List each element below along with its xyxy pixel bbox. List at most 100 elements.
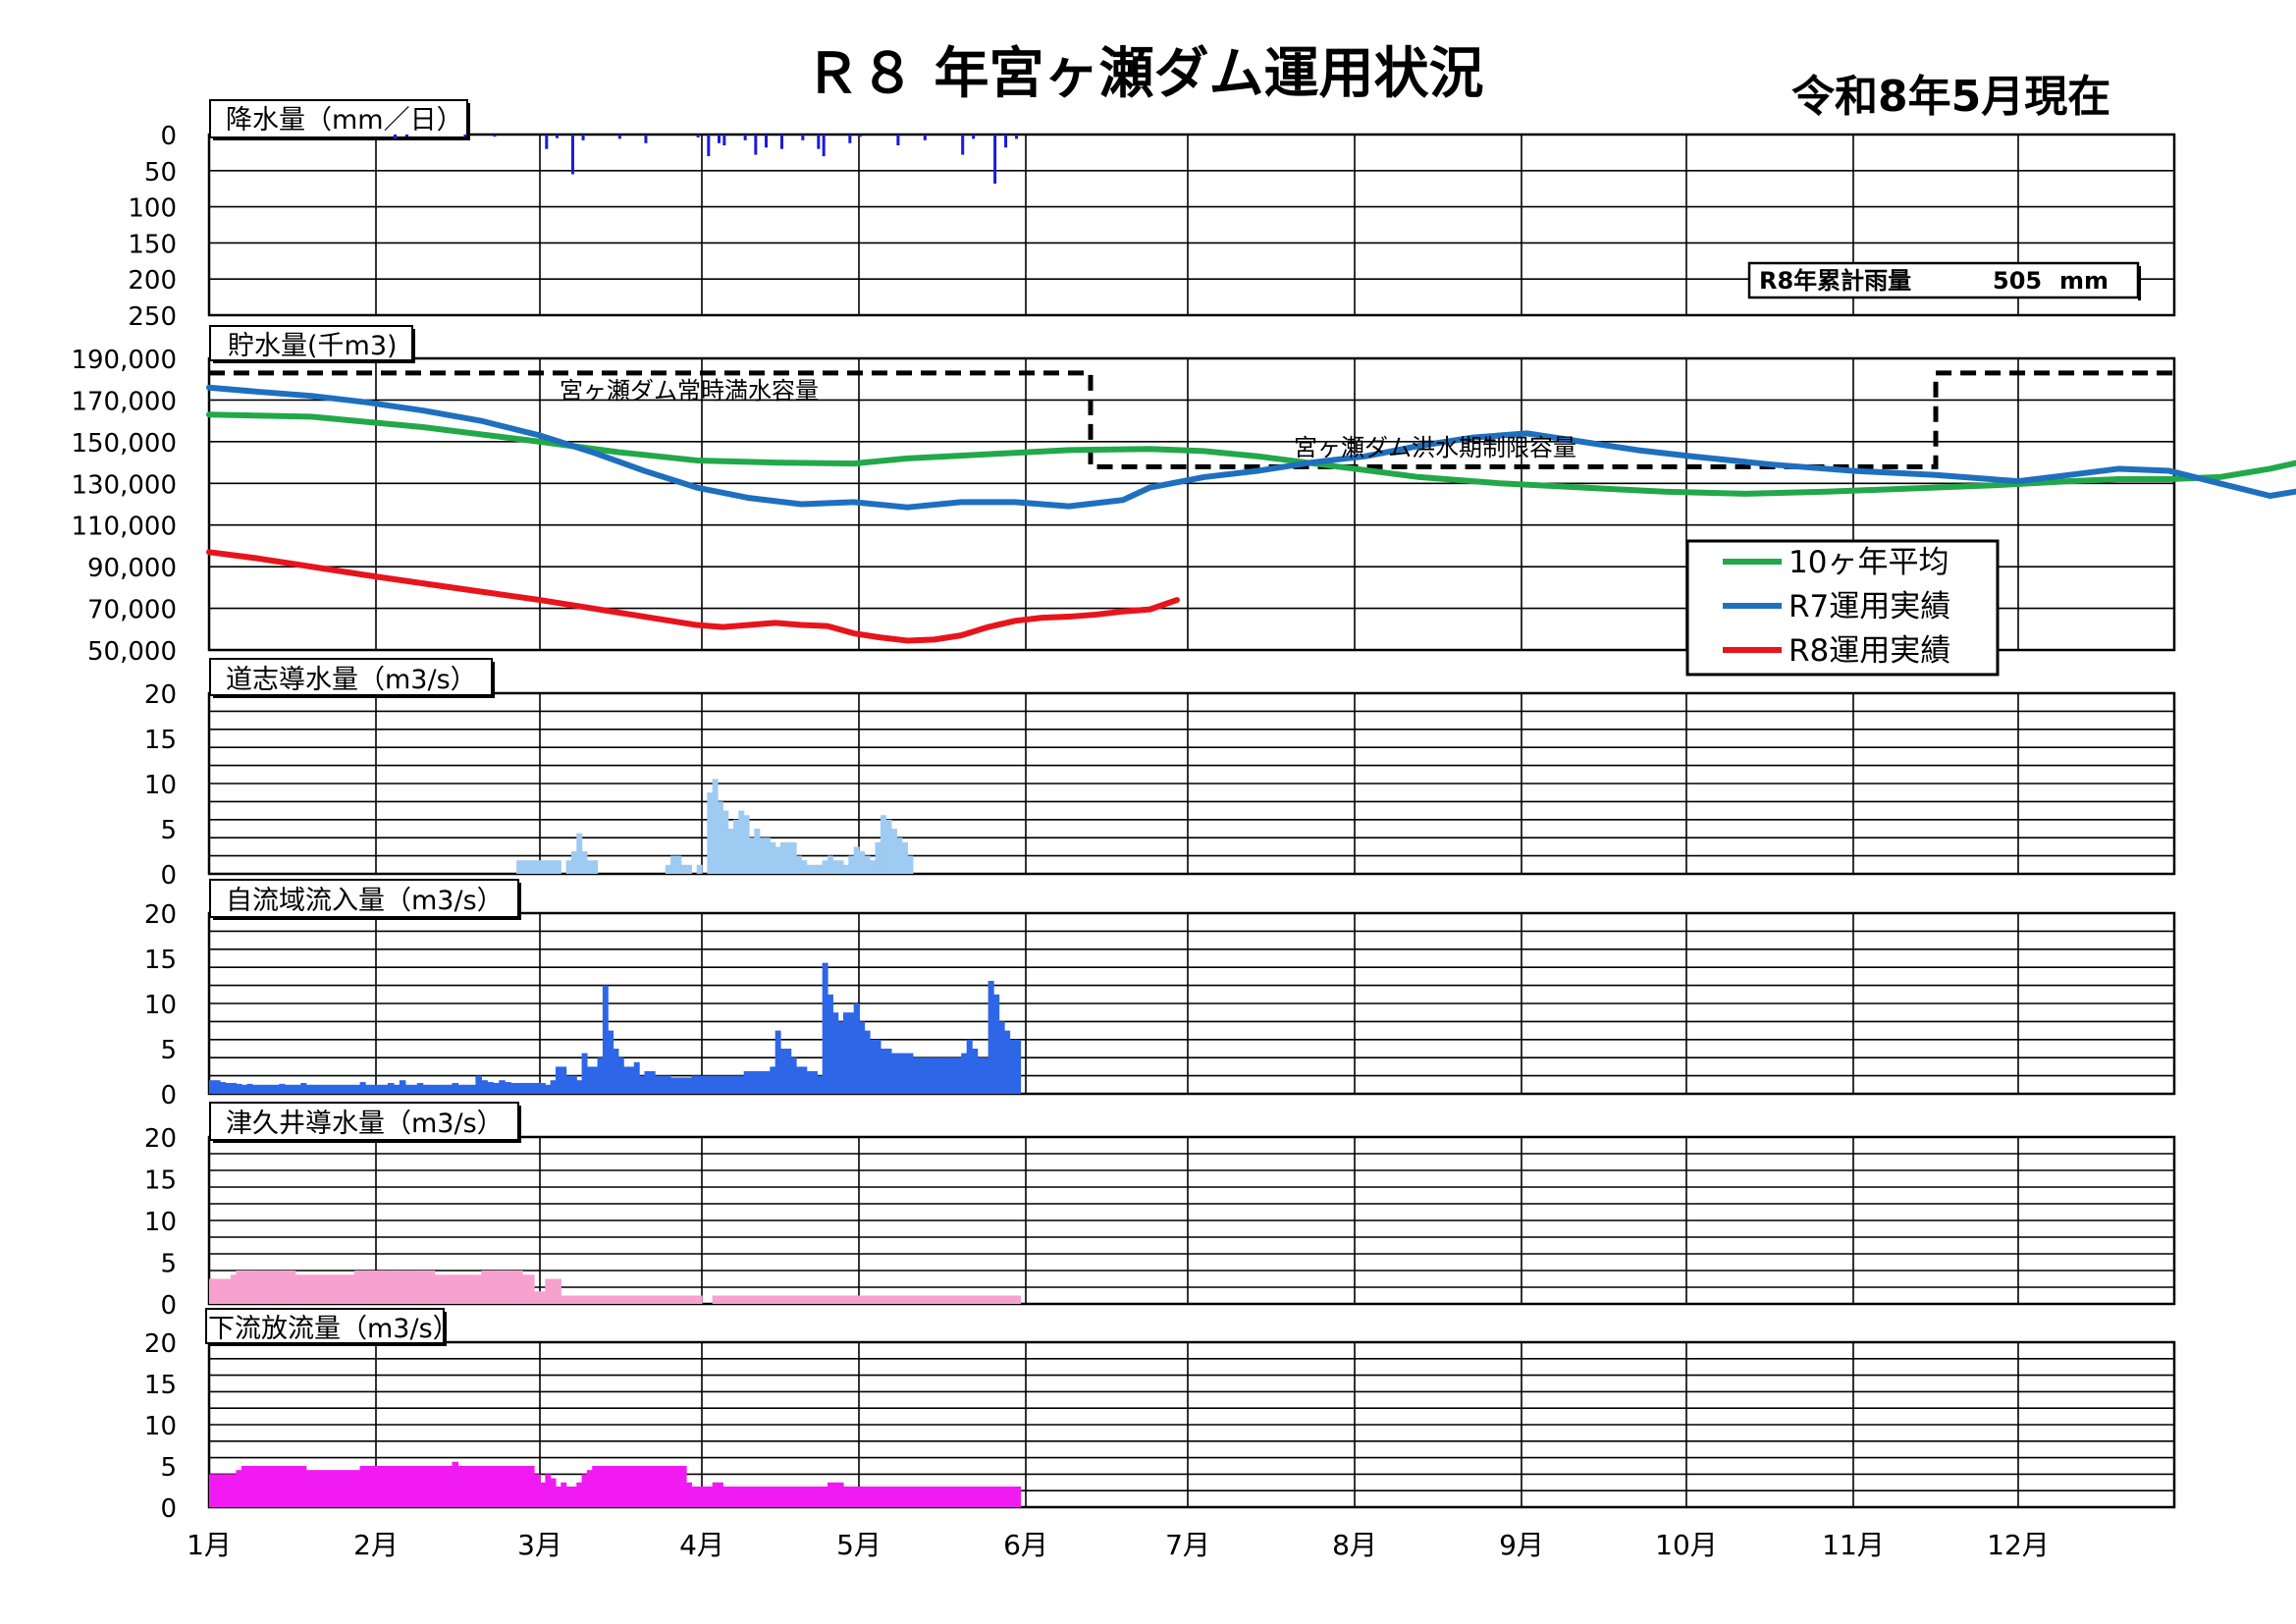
doushi-bar [565,860,572,874]
jiryu-bar [469,1084,476,1094]
karyu-bar [649,1466,656,1507]
tsukui-bar [934,1295,940,1304]
tsukui-bar [416,1271,424,1304]
karyu-bar [214,1474,221,1507]
karyu-bar [586,1470,593,1507]
jiryu-bar [939,1057,946,1094]
jiryu-bar [696,1075,703,1094]
tsukui-bar [230,1274,238,1304]
karyu-bar [428,1466,436,1507]
tsukui-bar [522,1274,529,1304]
legend-label-r8: R8運用実績 [1789,633,1950,669]
y-tick-label: 5 [160,816,177,845]
jiryu-bar [376,1084,383,1094]
tsukui-bar [469,1274,476,1304]
jiryu-bar [633,1061,640,1094]
y-tick-label: 20 [144,1124,177,1154]
tsukui-bar [446,1274,454,1304]
tsukui-bar [1015,1295,1022,1304]
doushi-bar [907,855,914,874]
karyu-bar [812,1487,818,1507]
tsukui-bar [528,1274,535,1304]
jiryu-bar [743,1071,750,1094]
jiryu-bar [812,1071,818,1094]
jiryu-bar [961,1053,968,1094]
y-tick-label: 5 [160,1453,177,1483]
tsukui-bar [338,1274,345,1304]
karyu-bar [354,1470,361,1507]
rain-total-label: R8年累計雨量 [1759,267,1911,295]
karyu-bar [602,1466,609,1507]
jiryu-bar [896,1053,903,1094]
jiryu-bar [718,1075,723,1094]
karyu-bar [712,1482,719,1507]
tsukui-bar [918,1295,925,1304]
karyu-bar [463,1466,471,1507]
karyu-bar [718,1482,723,1507]
tsukui-bar [780,1295,786,1304]
series-line-avg10 [206,411,2296,497]
rain-bar [581,135,585,140]
tsukui-bar [236,1271,242,1304]
karyu-bar [785,1487,792,1507]
jiryu-bar [344,1084,350,1094]
full-capacity-label: 宮ヶ瀬ダム常時満水容量 [560,377,819,405]
rain-bar [961,135,965,155]
karyu-bar [246,1466,253,1507]
doushi-bar [837,860,844,874]
tsukui-bar [294,1274,301,1304]
tsukui-bar [209,1278,216,1304]
tsukui-bar [499,1271,506,1304]
jiryu-bar [404,1084,412,1094]
jiryu-bar [487,1082,494,1094]
jiryu-bar [837,1021,844,1094]
karyu-bar [452,1461,459,1507]
karyu-bar [561,1482,567,1507]
jiryu-bar [273,1084,280,1094]
rain-bar [1004,135,1008,148]
tsukui-bar [516,1271,523,1304]
jiryu-bar [565,1075,572,1094]
tsukui-bar [680,1295,687,1304]
tsukui-bar [581,1295,588,1304]
jiryu-bar [214,1080,221,1094]
karyu-bar [780,1487,786,1507]
jiryu-bar [434,1084,442,1094]
tsukui-bar [387,1271,395,1304]
rain-bar [859,135,863,137]
karyu-bar [907,1487,914,1507]
y-tick-label: 5 [160,1250,177,1279]
tsukui-bar [722,1295,729,1304]
tsukui-bar [565,1295,572,1304]
karyu-bar [733,1487,739,1507]
karyu-bar [322,1470,329,1507]
tsukui-bar [822,1295,828,1304]
karyu-label: 下流放流量（m3/s） [208,1314,459,1344]
karyu-bar [686,1482,692,1507]
tsukui-bar [796,1295,802,1304]
tsukui-bar [998,1295,1005,1304]
karyu-bar [644,1466,651,1507]
tsukui-bar [597,1295,604,1304]
tsukui-bar [545,1278,552,1304]
doushi-bar [733,819,739,874]
tsukui-bar [570,1295,577,1304]
jiryu-bar [550,1080,557,1094]
doushi-bar [540,860,546,874]
karyu-bar [300,1466,307,1507]
jiryu-bar [796,1066,802,1094]
karyu-bar [550,1478,557,1507]
karyu-bar [338,1470,345,1507]
karyu-bar [251,1466,258,1507]
tsukui-bar [540,1291,546,1304]
karyu-bar [487,1466,494,1507]
x-tick-label: 7月 [1165,1529,1210,1561]
doushi-bar [848,855,855,874]
jiryu-bar [977,1057,984,1094]
x-tick-label: 9月 [1499,1529,1544,1561]
tsukui-bar [896,1295,903,1304]
karyu-bar [738,1487,745,1507]
karyu-frame [207,1340,2176,1509]
jiryu-bar [712,1075,719,1094]
karyu-bar [290,1466,296,1507]
